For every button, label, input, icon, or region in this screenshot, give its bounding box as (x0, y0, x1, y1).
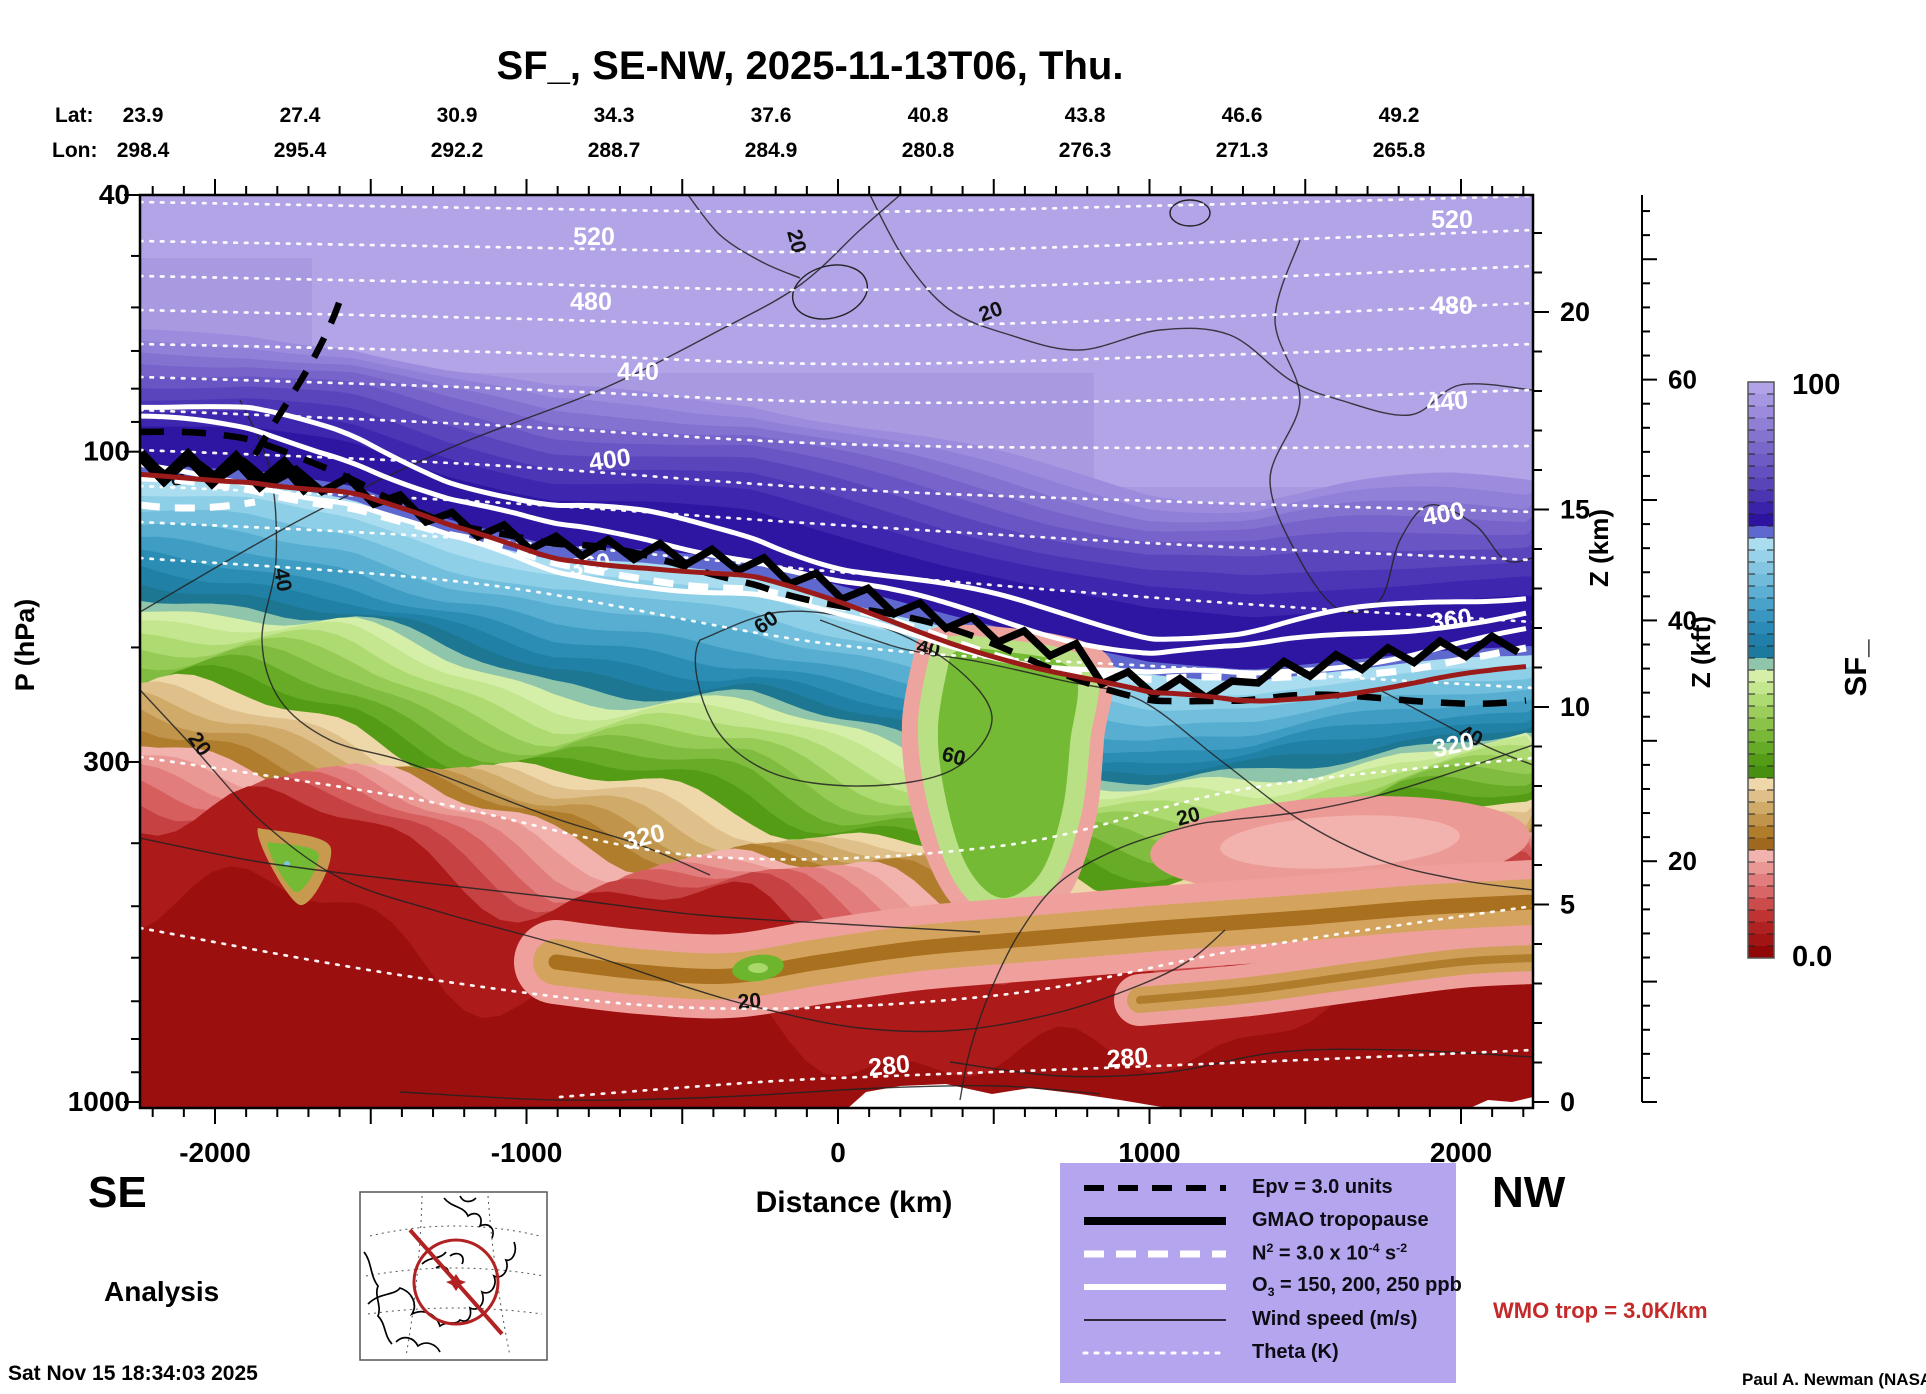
lon-row-value: 271.3 (1215, 139, 1269, 162)
lon-row-value: 292.2 (430, 139, 484, 162)
theta-contour-label: 440 (617, 358, 659, 386)
lat-row-label: Lat: (55, 104, 94, 127)
legend-item-o3: O3 = 150, 200, 250 ppb (1060, 1270, 1462, 1303)
colorbar: 100 0.0 SF_ (1747, 369, 1873, 973)
zkm-tick-label: 20 (1560, 297, 1590, 327)
lon-row-value: 295.4 (273, 139, 327, 162)
lat-row-value: 23.9 (122, 104, 164, 127)
legend-label-gmao: GMAO tropopause (1252, 1209, 1429, 1231)
legend-label-epv: Epv = 3.0 units (1252, 1176, 1393, 1198)
wmo-trop-note: WMO trop = 3.0K/km (1493, 1298, 1708, 1323)
x-tick-label: 1000 (1118, 1137, 1180, 1168)
theta-contour-label: 480 (1431, 292, 1473, 320)
zkft-tick-label: 60 (1668, 365, 1697, 395)
zkft-axis-label: Z (kft) (1686, 616, 1716, 688)
lat-row-value: 34.3 (593, 104, 635, 127)
theta-contour-label: 440 (1425, 386, 1469, 418)
epv-contour (140, 428, 1527, 708)
theta-contour-label: 280 (867, 1050, 911, 1082)
x-tick-label: -2000 (179, 1137, 251, 1168)
legend-line-sample-n2 (1084, 1250, 1226, 1257)
section-center-star (446, 1274, 466, 1291)
wind-contour-label: 20 (737, 989, 762, 1014)
zkft-tick-label: 40 (1668, 605, 1697, 635)
zkm-tick-label: 15 (1560, 495, 1590, 525)
theta-contour-label: 400 (587, 443, 632, 477)
page-title: SF_, SE-NW, 2025-11-13T06, Thu. (496, 44, 1124, 88)
p-tick-label: 300 (83, 746, 130, 777)
plot-frame: 40 100 300 1000 0 5 10 15 20 -2000 -1000 0 1000 2000 D… (10, 179, 1614, 1219)
x-tick-label: 2000 (1430, 1137, 1492, 1168)
p-axis-label: P (hPa) (10, 599, 40, 692)
lon-row-label: Lon: (52, 139, 98, 162)
legend-label-theta: Theta (K) (1252, 1341, 1339, 1363)
legend-item-wind: Wind speed (m/s) (1060, 1303, 1456, 1336)
lat-row-value: 40.8 (907, 104, 949, 127)
x-axis-label: Distance (km) (756, 1186, 953, 1219)
ozone-contour (140, 413, 1527, 656)
legend-line-sample-wind (1084, 1318, 1226, 1321)
x-tick-label: 0 (830, 1137, 846, 1168)
lon-row-value: 298.4 (116, 139, 170, 162)
legend-item-gmao: GMAO tropopause (1060, 1204, 1456, 1237)
endpoint-se-label: SE (88, 1168, 147, 1217)
tropopause-lines (140, 298, 1527, 708)
legend-item-n2: N2 = 3.0 x 10-4 s-2 (1060, 1237, 1456, 1270)
theta-contour-label: 280 (1106, 1043, 1150, 1074)
zkm-tick-label: 0 (1560, 1087, 1575, 1117)
legend-line-sample-epv (1084, 1184, 1226, 1191)
zkft-tick-label: 20 (1668, 846, 1697, 876)
lat-row-value: 30.9 (436, 104, 478, 127)
lon-row-value: 280.8 (901, 139, 955, 162)
legend-line-sample-gmao (1084, 1216, 1226, 1225)
x-tick-label: -1000 (491, 1137, 563, 1168)
p-tick-label: 100 (83, 436, 130, 467)
section-circle (412, 1238, 500, 1326)
legend-label-n2: N2 = 3.0 x 10-4 s-2 (1252, 1241, 1408, 1265)
legend-item-theta: Theta (K) (1060, 1336, 1456, 1369)
lon-row-value: 288.7 (587, 139, 641, 162)
zkm-axis-label: Z (km) (1584, 509, 1614, 587)
legend-label-o3: O3 = 150, 200, 250 ppb (1252, 1274, 1462, 1299)
p-tick-label: 40 (99, 179, 130, 210)
lat-row-value: 49.2 (1378, 104, 1420, 127)
legend-label-wind: Wind speed (m/s) (1252, 1308, 1418, 1330)
endpoint-nw-label: NW (1492, 1168, 1566, 1217)
theta-contour-label: 520 (573, 223, 615, 251)
zkm-tick-label: 10 (1560, 692, 1590, 722)
p-tick-label: 1000 (68, 1086, 130, 1117)
wind-contour-label: 40 (269, 566, 296, 593)
lat-row-value: 46.6 (1221, 104, 1263, 127)
colorbar-max-label: 100 (1792, 369, 1840, 401)
zkm-tick-label: 5 (1560, 890, 1575, 920)
lon-row-value: 265.8 (1372, 139, 1426, 162)
lon-row-value: 284.9 (744, 139, 798, 162)
lat-row-value: 37.6 (750, 104, 792, 127)
lat-row-value: 43.8 (1064, 104, 1106, 127)
lon-row-value: 276.3 (1058, 139, 1112, 162)
analysis-label: Analysis (104, 1276, 220, 1307)
lat-row-value: 27.4 (279, 104, 321, 127)
legend-item-epv: Epv = 3.0 units (1060, 1171, 1456, 1204)
timestamp: Sat Nov 15 18:34:03 2025 (8, 1362, 258, 1385)
ozone-contour (140, 404, 1527, 642)
sf-field (140, 195, 1533, 1108)
map-inset (359, 1191, 548, 1361)
theta-contour-label: 360 (1428, 603, 1473, 637)
legend-line-sample-o3 (1084, 1283, 1226, 1290)
legend-line-sample-theta (1082, 1351, 1228, 1354)
colorbar-title: SF_ (1838, 639, 1873, 697)
zkft-axis: 20 40 60 Z (kft) (1641, 195, 1716, 1103)
contour-legend: Epv = 3.0 units GMAO tropopause N2 = 3.0 x… (1060, 1163, 1462, 1383)
theta-contour-label: 480 (570, 288, 612, 316)
theta-contour-label: 520 (1431, 206, 1473, 234)
credit: Paul A. Newman (NASA (1742, 1370, 1926, 1389)
colorbar-min-label: 0.0 (1792, 941, 1832, 973)
wmo-tropopause (140, 471, 1527, 704)
